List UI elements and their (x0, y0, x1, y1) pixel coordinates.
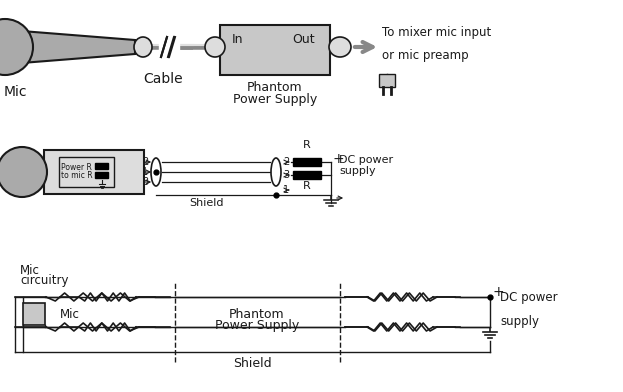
Text: In: In (232, 33, 244, 45)
Text: 3: 3 (142, 177, 148, 187)
Ellipse shape (151, 158, 161, 186)
Bar (95, 163, 108, 169)
Text: or mic preamp: or mic preamp (382, 49, 468, 62)
Ellipse shape (134, 37, 152, 57)
Text: R: R (303, 181, 311, 191)
Text: 1: 1 (283, 185, 289, 195)
Bar (293, 171, 321, 179)
Text: Mic: Mic (20, 264, 40, 277)
Text: Power Supply: Power Supply (233, 93, 317, 106)
Text: +: + (493, 285, 505, 299)
Text: to mic R: to mic R (61, 171, 93, 180)
Bar (59, 157, 114, 187)
Ellipse shape (329, 37, 351, 57)
Bar (220, 25, 330, 75)
Ellipse shape (271, 158, 281, 186)
Text: DC power: DC power (500, 290, 558, 303)
Text: 2: 2 (142, 157, 148, 167)
Circle shape (0, 147, 47, 197)
Bar (44, 150, 144, 194)
Polygon shape (29, 32, 135, 62)
Text: circuitry: circuitry (20, 274, 69, 287)
Text: Phantom: Phantom (247, 81, 303, 94)
Bar (293, 158, 321, 166)
Text: To mixer mic input: To mixer mic input (382, 26, 492, 39)
Text: Mic: Mic (3, 85, 27, 99)
Text: DC power: DC power (339, 155, 393, 165)
Text: 3: 3 (283, 170, 289, 180)
Text: Mic: Mic (60, 307, 80, 321)
Text: supply: supply (339, 166, 376, 176)
Text: Shield: Shield (232, 357, 271, 370)
Text: supply: supply (500, 316, 539, 328)
Bar (379, 74, 395, 87)
Text: Power Supply: Power Supply (215, 319, 299, 332)
Bar (95, 172, 108, 178)
Text: Out: Out (292, 33, 315, 45)
Bar (23, 303, 45, 325)
Bar (159, 36, 179, 58)
Text: Power R: Power R (61, 163, 92, 172)
Text: Shield: Shield (189, 198, 223, 208)
Text: +: + (333, 152, 345, 166)
Text: Phantom: Phantom (229, 309, 285, 321)
Text: 2: 2 (283, 157, 289, 167)
Text: R: R (303, 140, 311, 150)
Circle shape (0, 19, 33, 75)
Ellipse shape (205, 37, 225, 57)
Text: Cable: Cable (143, 72, 183, 86)
Text: 1: 1 (142, 167, 148, 177)
